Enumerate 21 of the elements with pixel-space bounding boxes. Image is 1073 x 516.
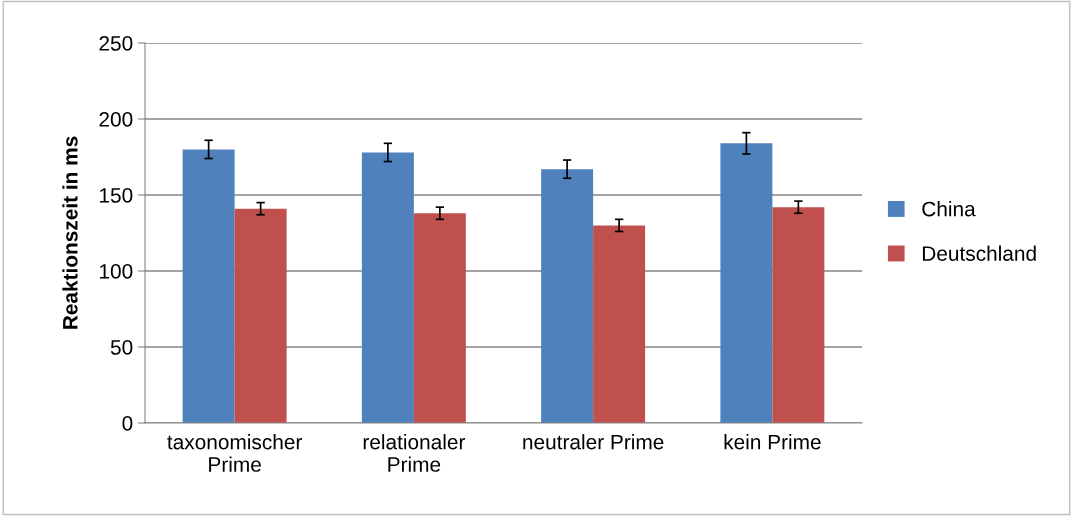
y-tick-label: 50 xyxy=(110,340,133,355)
legend-label: China xyxy=(922,201,976,217)
y-tick-label: 100 xyxy=(100,264,133,279)
bar xyxy=(720,143,773,423)
bar xyxy=(361,152,414,423)
y-tick-label: 150 xyxy=(100,188,133,203)
bar xyxy=(234,208,287,423)
bar xyxy=(541,169,594,423)
x-tick-label: neutraler Prime xyxy=(523,434,664,450)
x-tick-label: taxonomischer Prime xyxy=(167,434,303,472)
x-tick-label: kein Prime xyxy=(724,434,821,450)
bar xyxy=(593,225,646,423)
y-axis-title: Reaktionszeit in ms xyxy=(62,136,78,329)
y-tick-label: 0 xyxy=(122,416,133,431)
bar xyxy=(772,207,825,423)
x-tick-label: relationaler Prime xyxy=(363,434,466,472)
y-tick-label: 250 xyxy=(99,36,133,51)
y-tick-label: 200 xyxy=(99,112,133,127)
legend-label: Deutschland xyxy=(922,245,1036,261)
bar xyxy=(182,149,235,423)
bar xyxy=(413,213,466,423)
